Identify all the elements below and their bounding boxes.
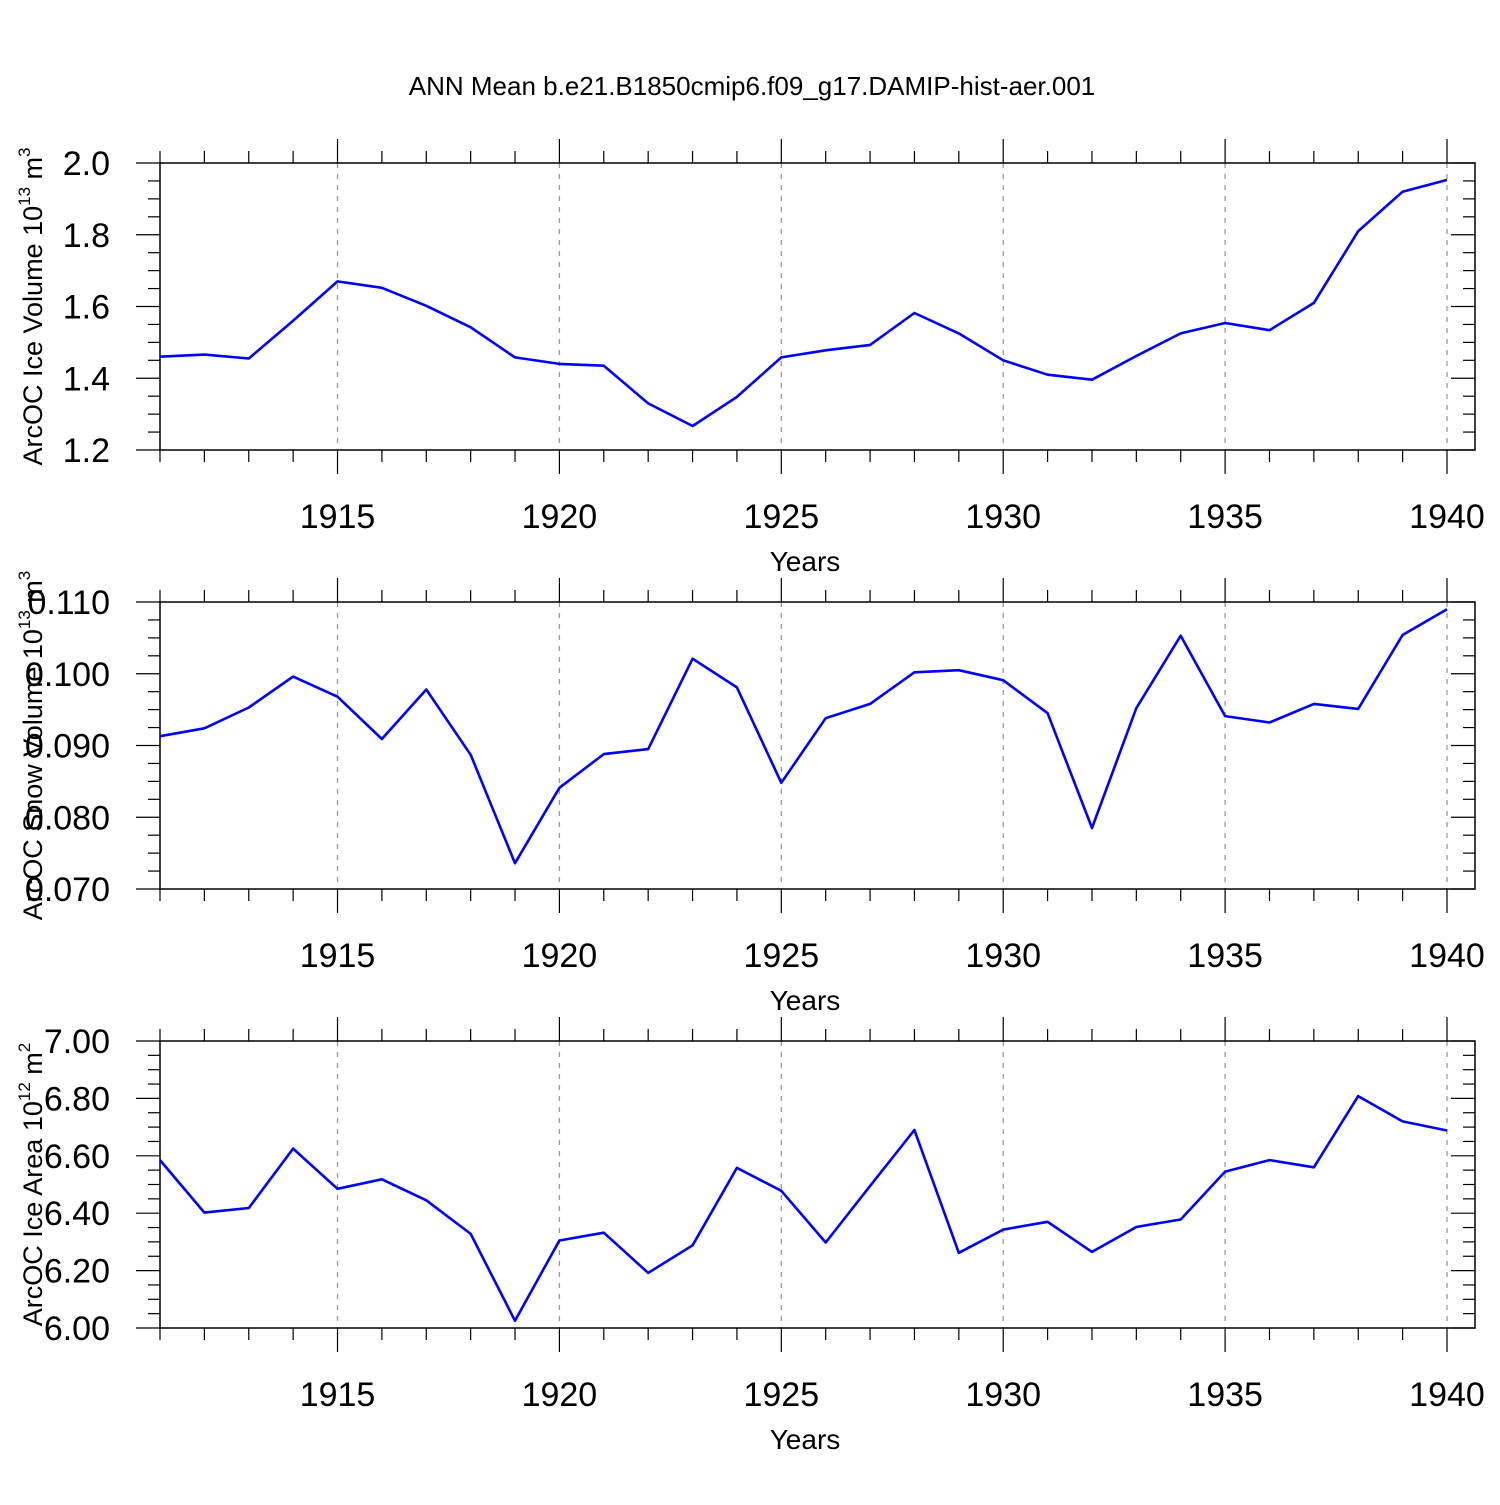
x-tick-label: 1940 [1409, 937, 1485, 975]
plot-frame [159, 162, 1476, 451]
panel-2: 1915 1920 1925 1930 1935 1940 Years 0.070 0.080 0… [15, 571, 1485, 1016]
panel-1: 1915 1920 1925 1930 1935 1940 Years 1.2 1.4 1.6 1.… [15, 139, 1485, 577]
x-tick-label: 1930 [965, 937, 1041, 975]
x-tick-label: 1935 [1187, 1376, 1263, 1414]
x-tick-label: 1925 [743, 937, 819, 975]
series-line [159, 1094, 1448, 1323]
x-tick-label: 1940 [1409, 1376, 1485, 1414]
y-tick-label: 1.8 [63, 217, 110, 255]
y-tick-label: 1.4 [63, 360, 110, 398]
x-axis-label: Years [770, 546, 841, 577]
x-tick-label: 1935 [1187, 937, 1263, 975]
x-tick-label: 1925 [743, 498, 819, 536]
x-tick-label: 1920 [522, 937, 598, 975]
y-tick-label: 1.6 [63, 289, 110, 327]
series-line [159, 608, 1448, 865]
y-tick-label: 0.110 [27, 584, 110, 622]
x-tick-label: 1920 [522, 498, 598, 536]
x-tick-label: 1930 [965, 1376, 1041, 1414]
x-tick-label: 1915 [300, 498, 376, 536]
x-axis-label: Years [770, 1424, 841, 1455]
x-axis-label: Years [770, 985, 841, 1016]
y-tick-label: 2.0 [63, 145, 110, 183]
y-tick-label: 7.00 [44, 1023, 110, 1061]
chart-title: ANN Mean b.e21.B1850cmip6.f09_g17.DAMIP-… [409, 71, 1096, 101]
y-tick-label: 0.100 [25, 656, 110, 694]
series-line [159, 178, 1448, 428]
x-tick-label: 1930 [965, 498, 1041, 536]
y-tick-label: 0.080 [25, 799, 110, 837]
y-tick-label: 1.2 [63, 432, 110, 470]
y-tick-label: 6.80 [44, 1080, 110, 1118]
y-tick-label: 0.090 [25, 728, 110, 766]
x-tick-label: 1940 [1409, 498, 1485, 536]
x-tick-label: 1915 [300, 1376, 376, 1414]
x-tick-label: 1915 [300, 937, 376, 975]
y-axis-label: ArcOC Ice Volume 1013 m3 [15, 147, 48, 465]
y-tick-label: 6.00 [44, 1310, 110, 1348]
y-tick-label: 6.60 [44, 1138, 110, 1176]
y-axis-label: ArcOC Ice Area 1012 m2 [15, 1043, 48, 1327]
y-axis-label: ArcOC Snow Volume 1013 m3 [15, 571, 48, 921]
panel-3: 1915 1920 1925 1930 1935 1940 Years 6.00 6.20 6.4… [15, 1017, 1485, 1455]
y-tick-label: 0.070 [25, 871, 110, 909]
x-tick-label: 1925 [743, 1376, 819, 1414]
x-tick-label: 1920 [522, 1376, 598, 1414]
x-tick-label: 1935 [1187, 498, 1263, 536]
plot-frame [159, 601, 1476, 890]
y-tick-label: 6.40 [44, 1195, 110, 1233]
y-tick-label: 6.20 [44, 1253, 110, 1291]
